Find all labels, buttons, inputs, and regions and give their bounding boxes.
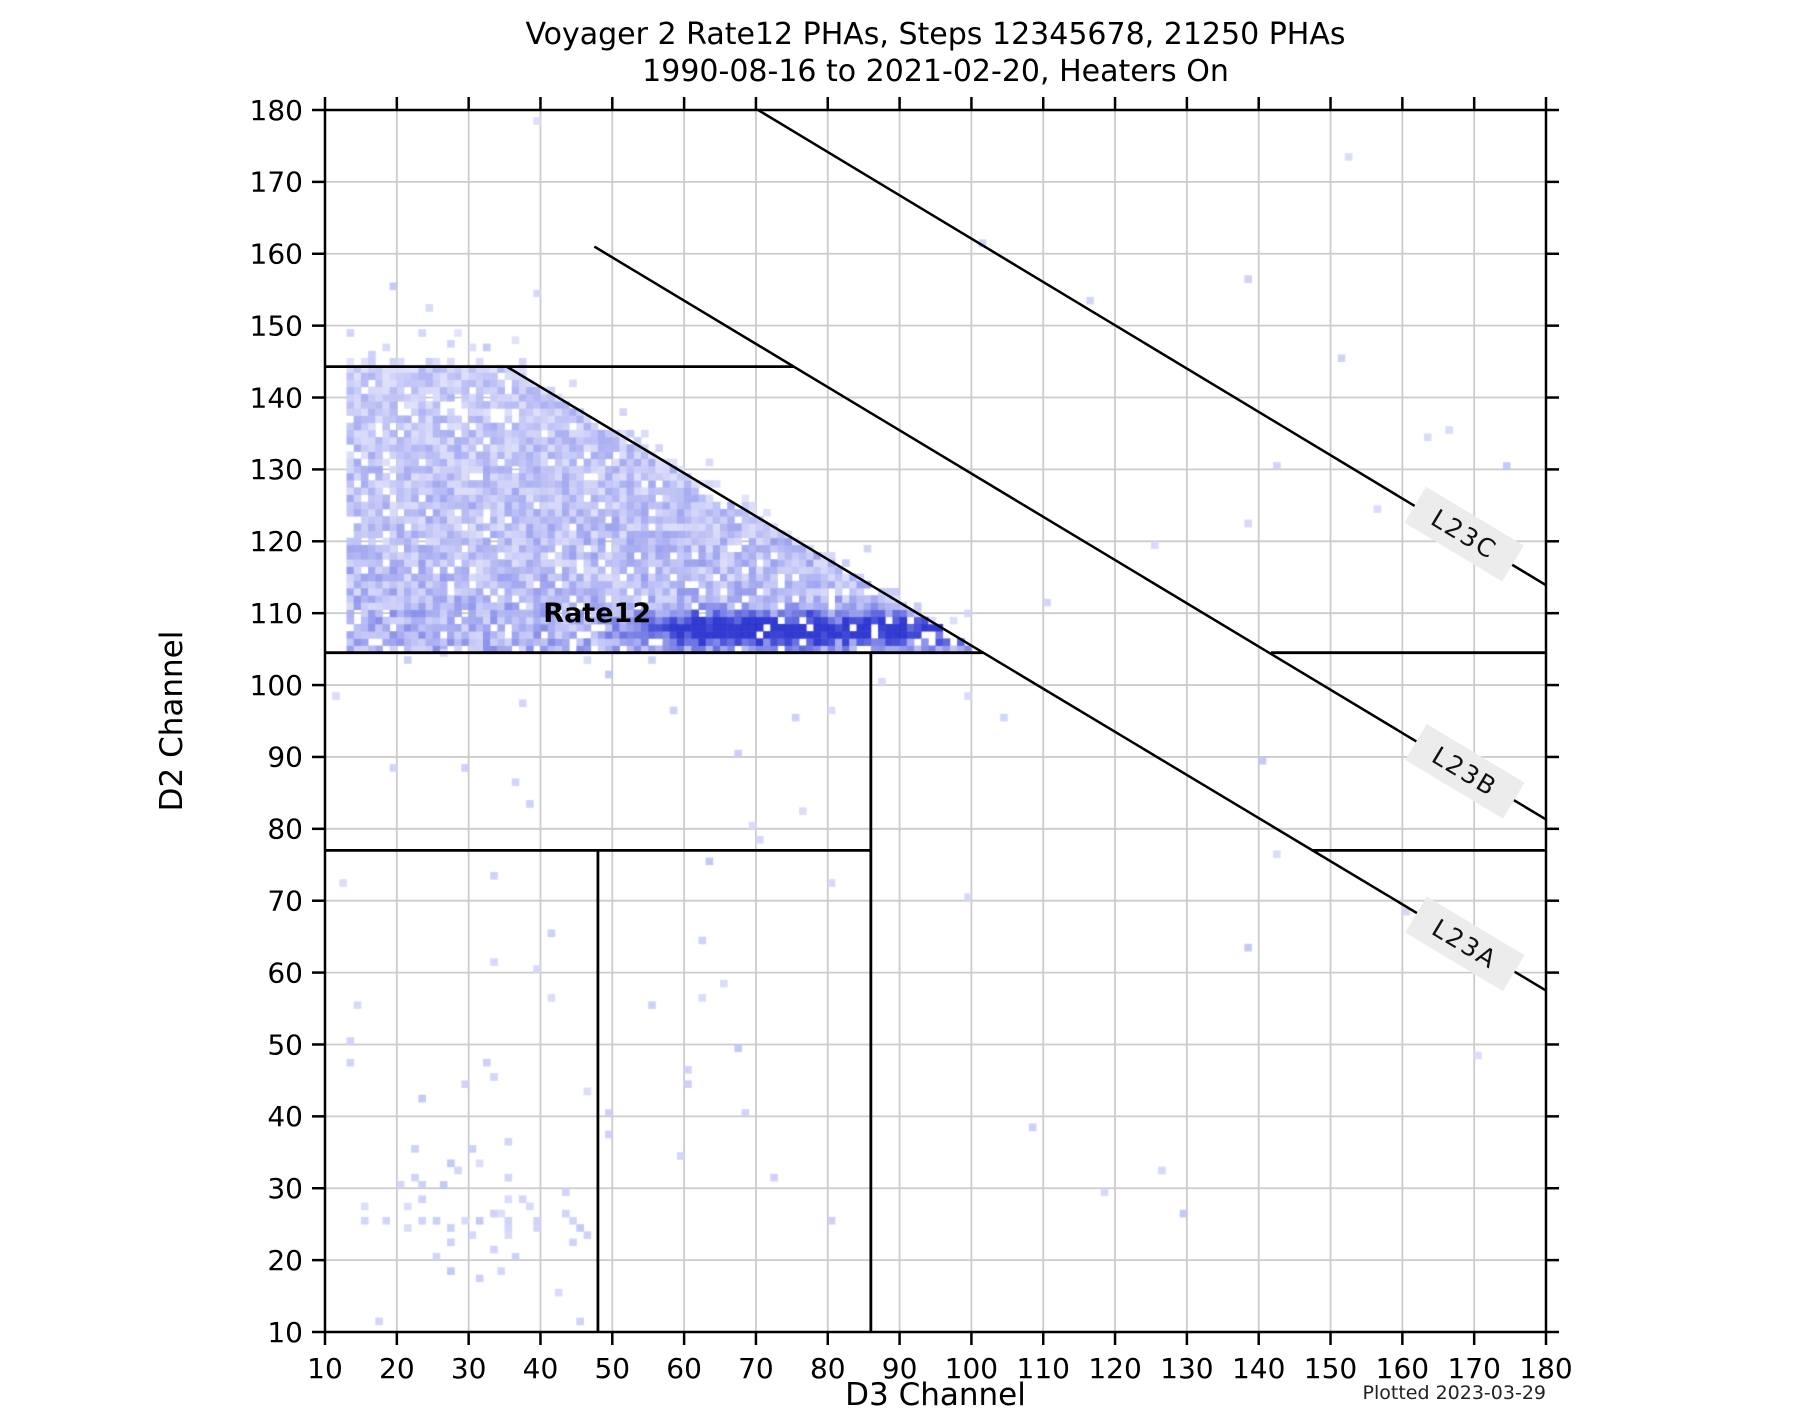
- tick-marks: [312, 97, 1559, 1345]
- y-tick-label: 160: [250, 238, 303, 271]
- x-tick-label: 60: [666, 1352, 702, 1385]
- x-tick-label: 140: [1232, 1352, 1285, 1385]
- y-tick-label: 80: [267, 813, 303, 846]
- y-tick-label: 90: [267, 741, 303, 774]
- x-tick-label: 80: [810, 1352, 846, 1385]
- tick-labels: 10 20 30 40 50 60 70 80 90 100 110 120 130 140 150 160 1…: [250, 94, 1573, 1385]
- branch-label-bg-L23B: [1405, 723, 1525, 819]
- y-tick-label: 120: [250, 525, 303, 558]
- x-tick-label: 90: [882, 1352, 918, 1385]
- x-tick-label: 150: [1304, 1352, 1357, 1385]
- x-tick-label: 30: [451, 1352, 487, 1385]
- x-axis-label: D3 Channel: [845, 1377, 1026, 1413]
- x-tick-label: 40: [523, 1352, 559, 1385]
- y-axis-label-text: D2 Channel: [154, 630, 190, 812]
- x-tick-label: 50: [594, 1352, 630, 1385]
- x-tick-label: 160: [1376, 1352, 1429, 1385]
- branch-label-bg-L23A: [1405, 896, 1525, 992]
- y-tick-label: 170: [250, 166, 303, 199]
- rate12-annotation: Rate12: [543, 598, 651, 629]
- x-tick-label: 120: [1088, 1352, 1141, 1385]
- y-tick-label: 140: [250, 381, 303, 414]
- x-tick-label: 130: [1160, 1352, 1213, 1385]
- x-tick-label: 110: [1017, 1352, 1070, 1385]
- y-tick-label: 40: [267, 1100, 303, 1133]
- branch-line-L23B: [593, 245, 1547, 821]
- y-tick-label: 30: [267, 1172, 303, 1205]
- branch-label-group-L23A: L23A: [1405, 896, 1525, 992]
- y-tick-label: 180: [250, 94, 303, 127]
- y-tick-label: 60: [267, 956, 303, 989]
- y-tick-label: 10: [267, 1316, 303, 1349]
- plot-date-credit: Plotted 2023-03-29: [1362, 1382, 1546, 1404]
- plot-spines: [323, 108, 1548, 1334]
- y-tick-label: 110: [250, 597, 303, 630]
- region-boundaries: [325, 365, 1546, 1332]
- x-tick-label: 170: [1447, 1352, 1500, 1385]
- x-tick-label: 10: [307, 1352, 343, 1385]
- x-tick-label: 70: [738, 1352, 774, 1385]
- x-tick-label: 100: [945, 1352, 998, 1385]
- y-tick-label: 50: [267, 1028, 303, 1061]
- branch-line-L23A: [506, 365, 1547, 992]
- x-tick-label: 20: [379, 1352, 415, 1385]
- y-tick-label: 150: [250, 309, 303, 342]
- y-tick-label: 100: [250, 669, 303, 702]
- y-tick-label: 130: [250, 453, 303, 486]
- branch-label-group-L23C: L23C: [1404, 486, 1524, 582]
- branch-label-group-L23B: L23B: [1405, 723, 1525, 819]
- branch-label-bg-L23C: [1404, 486, 1524, 582]
- y-tick-label: 20: [267, 1244, 303, 1277]
- y-tick-label: 70: [267, 885, 303, 918]
- x-tick-label: 180: [1519, 1352, 1572, 1385]
